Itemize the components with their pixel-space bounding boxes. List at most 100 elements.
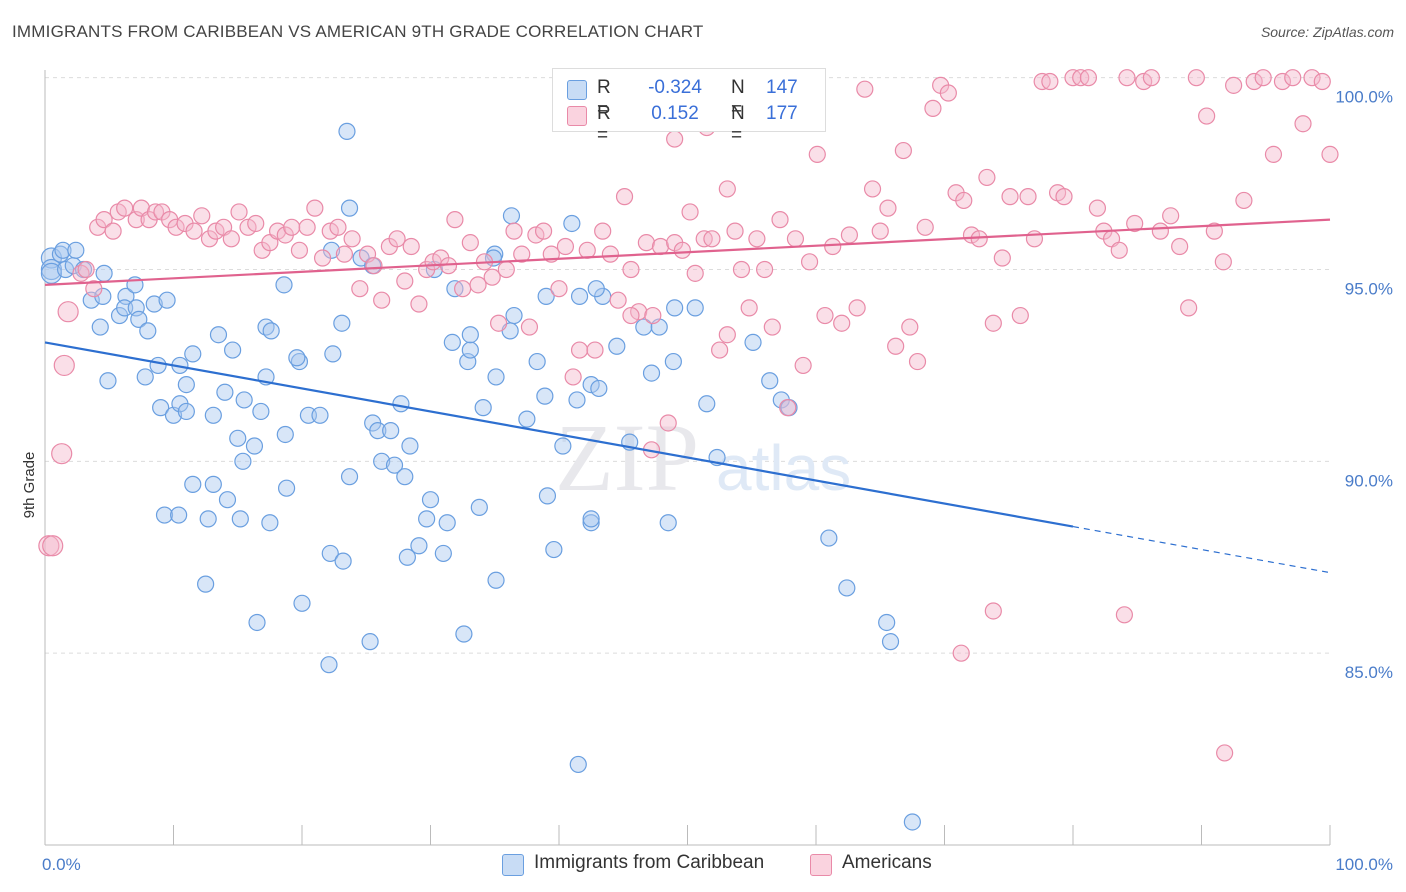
data-point [744,333,762,352]
data-point [569,755,587,774]
correlation-legend: R = -0.324 N = 147 R = 0.152 N = 177 [552,68,826,146]
legend-r-value: -0.324 [648,77,702,98]
data-point [1055,188,1073,206]
data-point [231,510,249,528]
data-point [177,376,195,394]
data-point [483,268,501,286]
data-point [396,468,414,486]
data-point [262,322,280,340]
data-point [1245,72,1263,91]
data-point [321,222,339,240]
data-point [146,203,165,221]
data-point [779,399,797,417]
data-point [438,514,456,532]
data-point [268,222,287,240]
data-point [230,203,248,221]
data-point [247,214,265,233]
data-point [550,280,568,298]
data-point [622,260,640,279]
data-point [434,544,452,563]
legend-r-label: R = [597,103,611,146]
data-point [224,341,242,359]
data-point [321,544,339,563]
data-point [340,468,359,486]
data-point [234,452,252,470]
data-point [984,602,1002,620]
trend-lines [44,218,1331,574]
data-point [248,613,266,632]
data-point [418,510,436,528]
data-point [1142,69,1160,87]
data-point [1162,207,1180,225]
data-point [1180,299,1198,317]
data-point [570,341,589,359]
data-point [1088,199,1107,217]
data-point [1321,145,1339,164]
data-point [534,222,553,240]
data-point [313,249,332,267]
data-point [903,813,921,831]
data-point [410,537,428,555]
data-point [586,341,604,359]
data-point [703,230,721,248]
data-point [290,241,309,259]
chart-title: IMMIGRANTS FROM CARIBBEAN VS AMERICAN 9T… [12,22,704,41]
data-point [718,326,736,344]
data-point [470,498,488,516]
data-point [1273,72,1292,91]
legend-n-label: N = [731,103,745,146]
legend-n-value: 147 [766,77,798,98]
data-point [170,506,188,524]
data-point [1025,230,1044,248]
data-point [277,479,296,497]
y-tick-label: 90.0% [1345,471,1393,490]
data-point [497,260,515,279]
data-point [1126,214,1144,233]
data-point [755,260,774,279]
legend-n-value: 177 [766,103,798,124]
data-point [800,253,819,271]
data-point [637,234,655,252]
data-point [1235,191,1253,210]
watermark: ZIP atlas [555,404,851,511]
data-point [487,368,505,386]
data-point [894,141,912,160]
data-point [335,245,354,263]
data-point [505,222,523,240]
data-point [630,303,648,321]
gridlines [45,77,1330,654]
data-point [338,122,356,140]
source-label: Source: ZipAtlas.com [1260,24,1394,40]
data-point [343,230,361,248]
data-point [871,222,889,240]
data-point [177,402,195,421]
data-point [275,276,293,294]
series-caribbean-points [40,69,921,831]
data-point [193,207,211,225]
data-point [329,218,347,236]
data-point [609,291,627,309]
data-point [718,180,736,198]
data-point [51,443,73,465]
data-point [1303,69,1321,87]
data-point [197,575,215,593]
data-point [158,291,176,309]
data-point [1294,115,1312,133]
data-point [651,237,670,256]
data-point [520,318,539,336]
data-point [659,514,677,532]
data-point [978,168,996,187]
data-point [1313,72,1331,91]
data-point [229,429,247,447]
data-point [666,130,684,148]
data-point [1254,69,1272,87]
data-point [587,280,605,298]
data-point [644,306,662,325]
data-point [1079,69,1098,87]
data-point [952,644,970,662]
data-point [42,535,64,557]
data-point [578,241,596,259]
data-point [726,222,744,240]
data-point [85,280,103,298]
data-point [833,314,851,332]
